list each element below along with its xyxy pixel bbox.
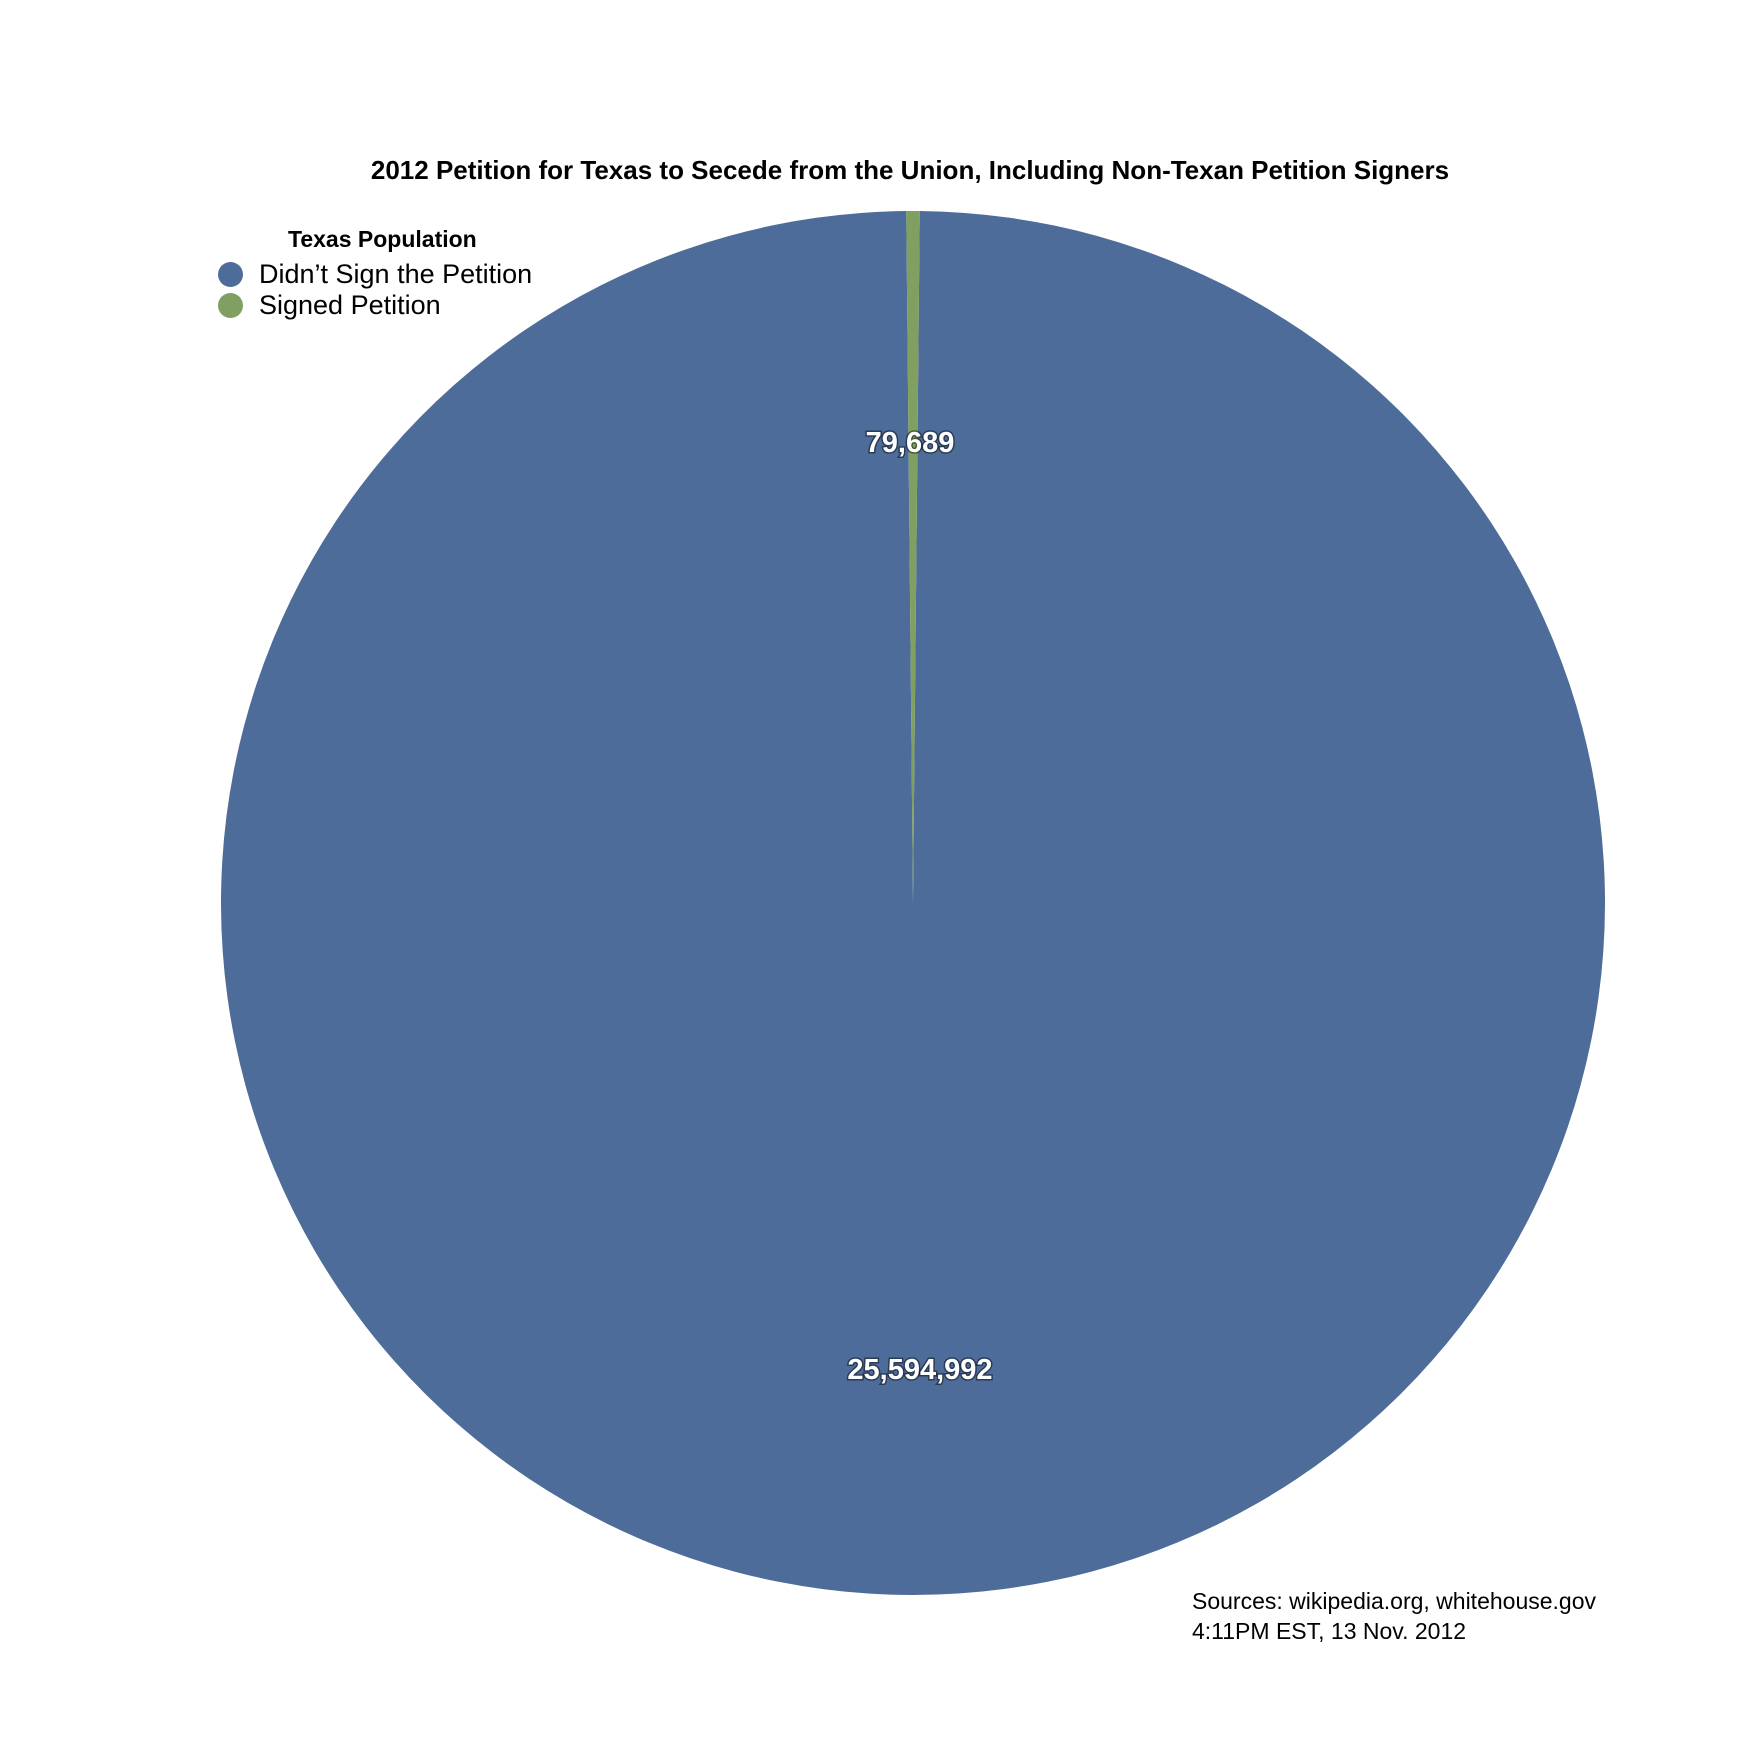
- sources-line: Sources: wikipedia.org, whitehouse.gov: [1192, 1588, 1597, 1614]
- slice-label-didnt-sign: 25,594,992: [847, 1354, 992, 1386]
- legend-item-signed: Signed Petition: [218, 290, 532, 321]
- legend: Texas Population Didn’t Sign the Petitio…: [218, 226, 532, 321]
- sources-note: Sources: wikipedia.org, whitehouse.gov 4…: [1192, 1586, 1596, 1646]
- pie-slice-signed: [906, 211, 920, 904]
- legend-item-didnt-sign: Didn’t Sign the Petition: [218, 259, 532, 290]
- pie-slice-didnt-sign: [220, 211, 1605, 1595]
- legend-label-signed: Signed Petition: [259, 290, 441, 320]
- legend-swatch-didnt-sign: [218, 262, 243, 287]
- legend-label-didnt-sign: Didn’t Sign the Petition: [259, 259, 533, 289]
- legend-swatch-signed: [218, 293, 243, 318]
- chart-title: 2012 Petition for Texas to Secede from t…: [370, 155, 1450, 185]
- timestamp-line: 4:11PM EST, 13 Nov. 2012: [1192, 1618, 1467, 1644]
- legend-title: Texas Population: [288, 226, 477, 252]
- slice-label-signed: 79,689: [866, 427, 955, 459]
